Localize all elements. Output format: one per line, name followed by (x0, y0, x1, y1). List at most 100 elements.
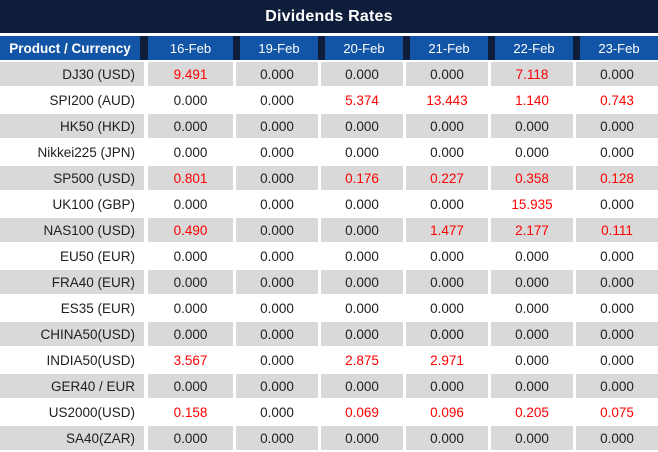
dividend-value: 0.000 (318, 296, 403, 320)
table-row: DJ30 (USD) 9.491 0.000 0.000 0.000 7.118… (0, 62, 658, 86)
dividend-value: 0.000 (318, 62, 403, 86)
dividend-value: 0.000 (233, 374, 318, 398)
dividend-value: 0.000 (403, 244, 488, 268)
dividend-value: 0.000 (403, 374, 488, 398)
product-label: DJ30 (USD) (0, 62, 148, 86)
product-label: HK50 (HKD) (0, 114, 148, 138)
column-header-22-feb: 22-Feb (488, 36, 573, 60)
dividend-value: 0.111 (573, 218, 658, 242)
dividend-value: 0.000 (488, 140, 573, 164)
dividend-value: 0.000 (233, 192, 318, 216)
dividend-value: 15.935 (488, 192, 573, 216)
dividend-value: 1.140 (488, 88, 573, 112)
dividend-value: 0.000 (148, 374, 233, 398)
dividend-value: 0.000 (573, 296, 658, 320)
dividend-value: 0.176 (318, 166, 403, 190)
dividend-value: 0.000 (318, 270, 403, 294)
dividend-value: 0.000 (488, 322, 573, 346)
table-body: DJ30 (USD) 9.491 0.000 0.000 0.000 7.118… (0, 62, 658, 450)
table-row: GER40 / EUR 0.000 0.000 0.000 0.000 0.00… (0, 374, 658, 398)
dividend-value: 0.000 (318, 114, 403, 138)
dividend-value: 0.000 (233, 166, 318, 190)
dividend-value: 0.000 (233, 218, 318, 242)
dividend-value: 0.000 (233, 244, 318, 268)
dividend-value: 0.000 (573, 192, 658, 216)
table-row: NAS100 (USD) 0.490 0.000 0.000 1.477 2.1… (0, 218, 658, 242)
dividend-value: 0.000 (318, 322, 403, 346)
column-header-20-feb: 20-Feb (318, 36, 403, 60)
dividend-value: 0.096 (403, 400, 488, 424)
dividend-value: 0.000 (148, 296, 233, 320)
dividend-value: 0.490 (148, 218, 233, 242)
table-row: SA40(ZAR) 0.000 0.000 0.000 0.000 0.000 … (0, 426, 658, 450)
dividend-value: 0.000 (488, 296, 573, 320)
column-header-21-feb: 21-Feb (403, 36, 488, 60)
product-label: SPI200 (AUD) (0, 88, 148, 112)
dividend-value: 0.000 (233, 140, 318, 164)
dividend-value: 0.000 (573, 114, 658, 138)
product-label: ES35 (EUR) (0, 296, 148, 320)
product-label: US2000(USD) (0, 400, 148, 424)
dividend-value: 0.075 (573, 400, 658, 424)
dividend-value: 0.000 (573, 426, 658, 450)
dividend-value: 0.000 (318, 244, 403, 268)
product-label: UK100 (GBP) (0, 192, 148, 216)
product-label: FRA40 (EUR) (0, 270, 148, 294)
dividend-value: 0.000 (318, 374, 403, 398)
dividend-value: 0.000 (148, 426, 233, 450)
dividend-value: 13.443 (403, 88, 488, 112)
dividend-value: 0.000 (318, 218, 403, 242)
dividend-value: 0.000 (403, 296, 488, 320)
dividend-value: 0.000 (148, 88, 233, 112)
table-row: EU50 (EUR) 0.000 0.000 0.000 0.000 0.000… (0, 244, 658, 268)
dividend-value: 1.477 (403, 218, 488, 242)
dividend-value: 0.801 (148, 166, 233, 190)
product-label: SA40(ZAR) (0, 426, 148, 450)
dividend-value: 0.000 (488, 244, 573, 268)
dividend-value: 0.000 (233, 62, 318, 86)
dividend-value: 0.000 (233, 400, 318, 424)
dividend-value: 0.069 (318, 400, 403, 424)
product-label: NAS100 (USD) (0, 218, 148, 242)
dividend-value: 0.000 (148, 322, 233, 346)
dividend-value: 0.000 (233, 322, 318, 346)
dividend-value: 0.000 (233, 348, 318, 372)
dividend-value: 0.205 (488, 400, 573, 424)
dividend-value: 0.000 (573, 62, 658, 86)
table-header-row: Product / Currency 16-Feb 19-Feb 20-Feb … (0, 36, 658, 60)
table-row: US2000(USD) 0.158 0.000 0.069 0.096 0.20… (0, 400, 658, 424)
table-row: SP500 (USD) 0.801 0.000 0.176 0.227 0.35… (0, 166, 658, 190)
dividend-value: 0.743 (573, 88, 658, 112)
table-row: HK50 (HKD) 0.000 0.000 0.000 0.000 0.000… (0, 114, 658, 138)
dividend-value: 0.000 (403, 140, 488, 164)
dividend-value: 2.177 (488, 218, 573, 242)
table-row: SPI200 (AUD) 0.000 0.000 5.374 13.443 1.… (0, 88, 658, 112)
dividend-value: 0.000 (148, 192, 233, 216)
dividend-value: 0.000 (573, 270, 658, 294)
table-row: Nikkei225 (JPN) 0.000 0.000 0.000 0.000 … (0, 140, 658, 164)
table-title: Dividends Rates (265, 7, 393, 25)
dividend-value: 0.000 (233, 296, 318, 320)
dividend-value: 0.000 (233, 114, 318, 138)
table-title-bar: Dividends Rates (0, 0, 658, 33)
product-label: EU50 (EUR) (0, 244, 148, 268)
dividend-value: 0.158 (148, 400, 233, 424)
product-label: GER40 / EUR (0, 374, 148, 398)
dividend-value: 0.000 (233, 426, 318, 450)
dividend-value: 0.000 (488, 374, 573, 398)
dividend-value: 0.000 (233, 270, 318, 294)
dividend-value: 0.000 (488, 270, 573, 294)
dividend-value: 0.000 (488, 348, 573, 372)
dividend-value: 0.000 (233, 88, 318, 112)
dividend-value: 7.118 (488, 62, 573, 86)
product-label: SP500 (USD) (0, 166, 148, 190)
column-header-product-currency: Product / Currency (0, 36, 148, 60)
dividend-value: 3.567 (148, 348, 233, 372)
dividend-value: 2.875 (318, 348, 403, 372)
column-header-16-feb: 16-Feb (148, 36, 233, 60)
dividend-value: 0.000 (148, 114, 233, 138)
column-header-23-feb: 23-Feb (573, 36, 658, 60)
table-row: INDIA50(USD) 3.567 0.000 2.875 2.971 0.0… (0, 348, 658, 372)
column-header-19-feb: 19-Feb (233, 36, 318, 60)
